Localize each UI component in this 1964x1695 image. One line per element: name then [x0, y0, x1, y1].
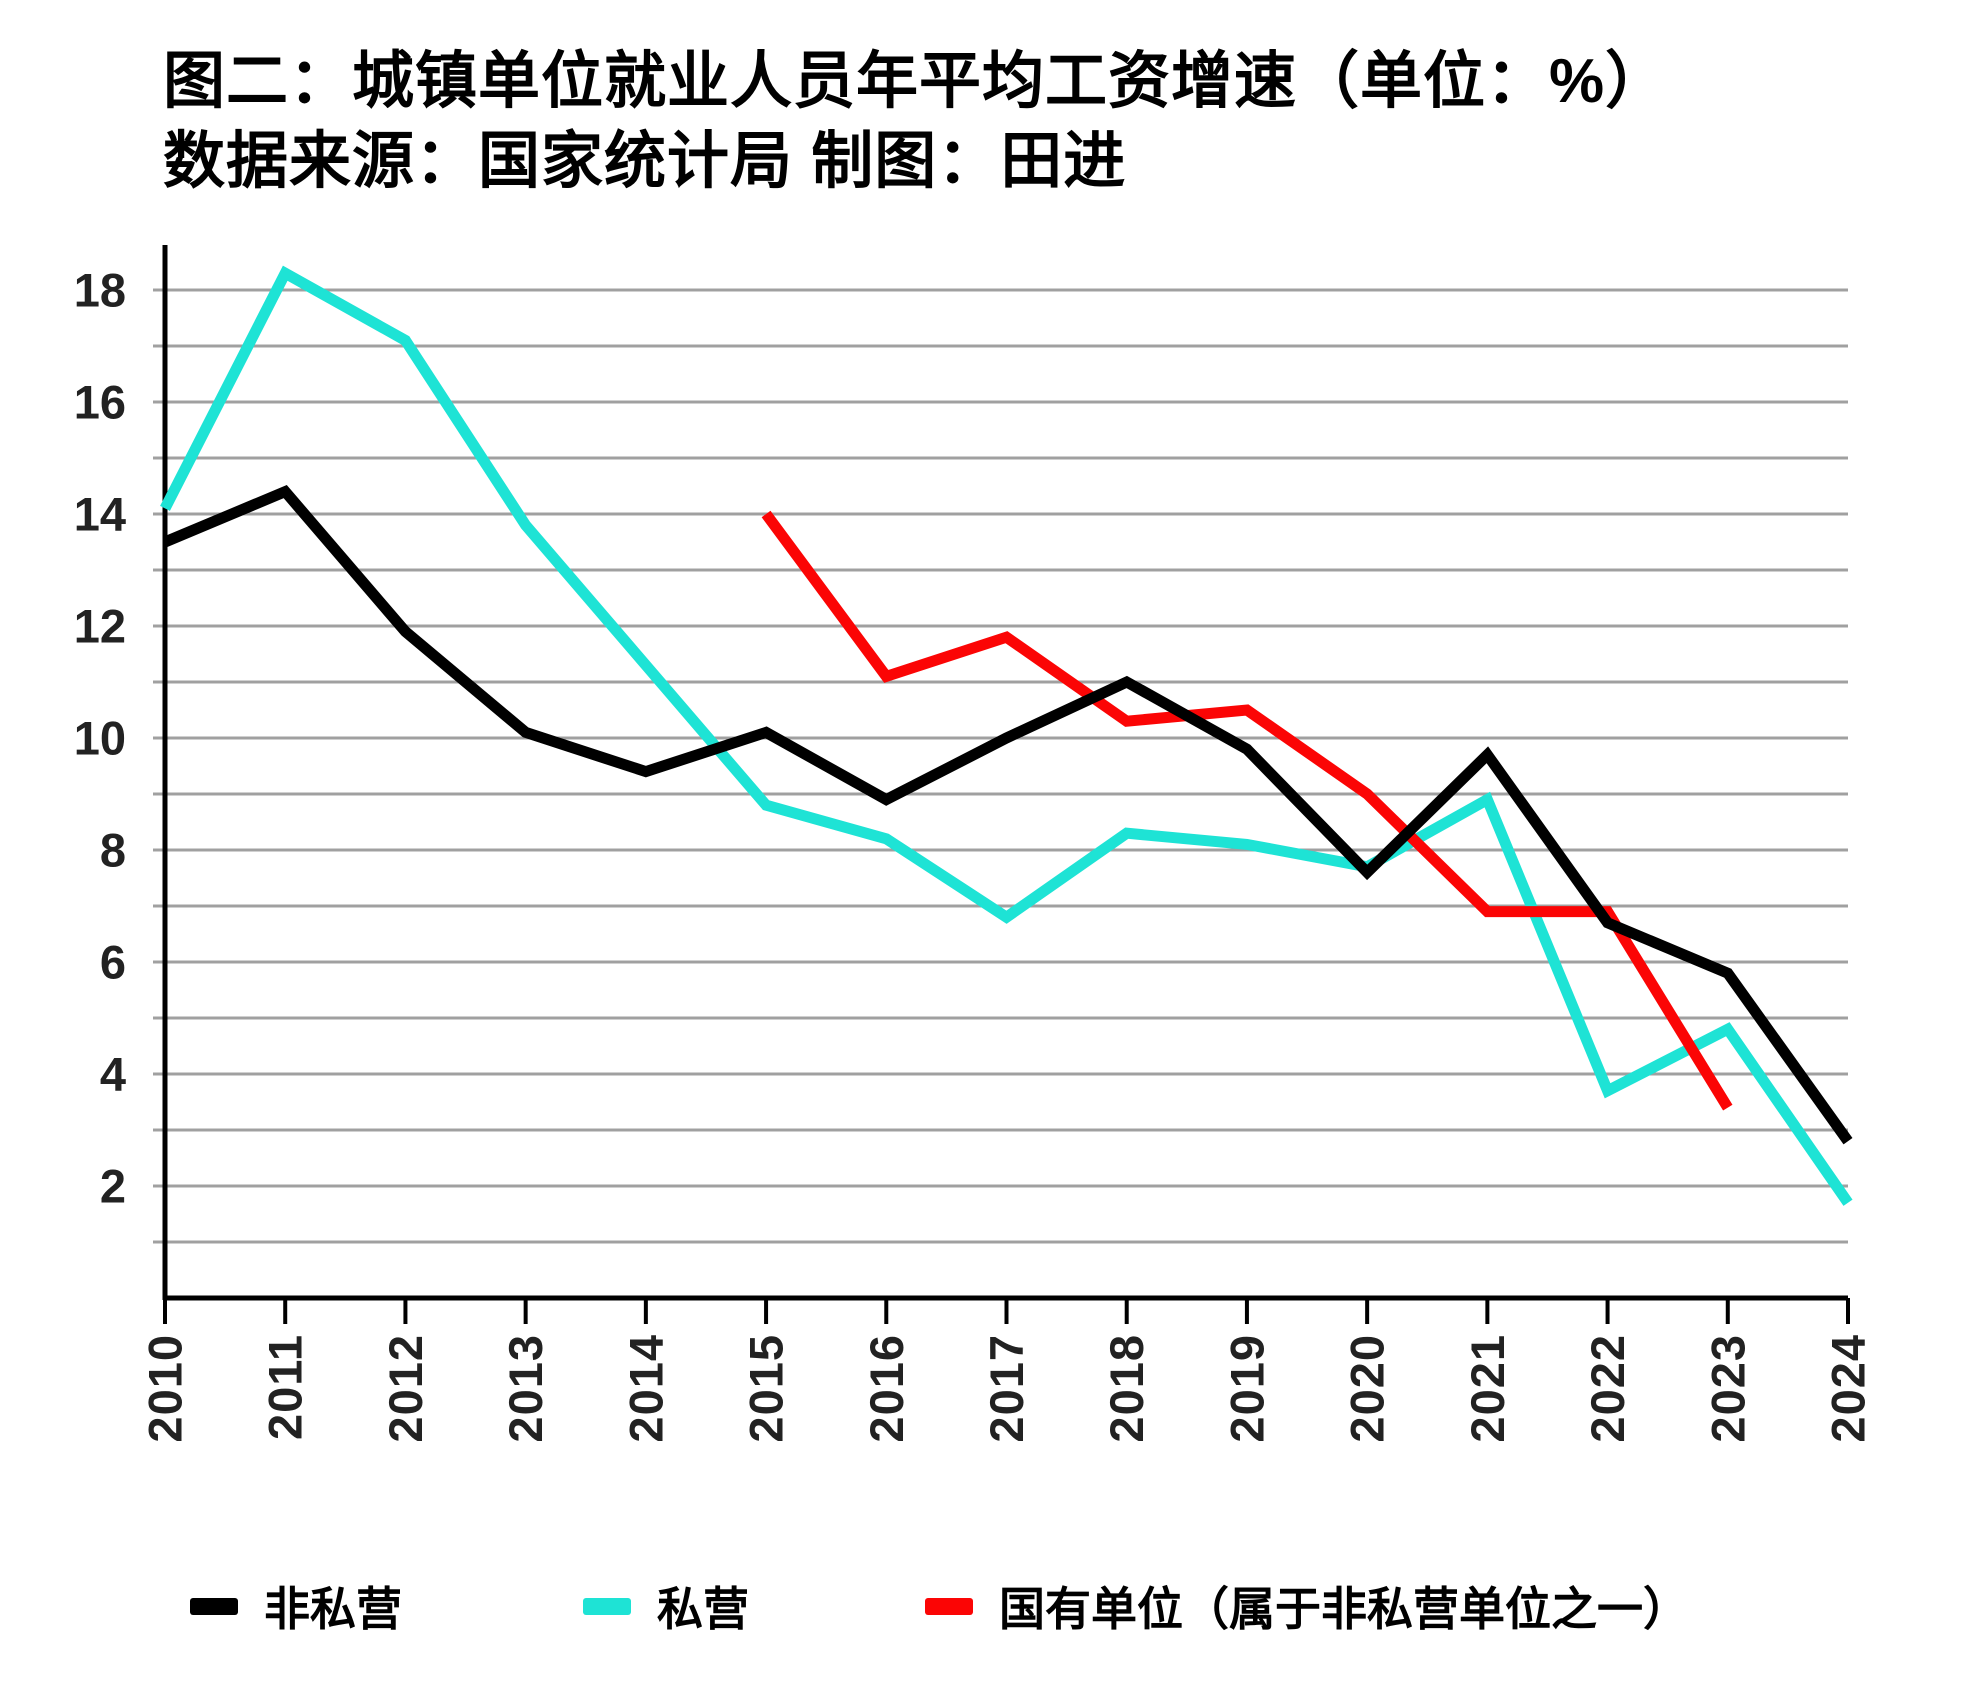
svg-text:2020: 2020 [1341, 1334, 1394, 1443]
svg-text:12: 12 [74, 600, 126, 653]
legend-label-private: 私营 [657, 1583, 749, 1635]
chart-legend: 非私营 私营 国有单位（属于非私营单位之一） [0, 1576, 1964, 1646]
title-block: 图二：城镇单位就业人员年平均工资增速（单位：%） 数据来源：国家统计局 制图：田… [163, 42, 1668, 202]
svg-text:2017: 2017 [980, 1334, 1033, 1443]
legend-item-private: 私营 [583, 1576, 749, 1636]
legend-swatch-state-owned [925, 1597, 973, 1615]
legend-label-non-private: 非私营 [264, 1583, 402, 1635]
svg-text:2: 2 [100, 1160, 126, 1213]
svg-text:2022: 2022 [1581, 1334, 1634, 1443]
legend-item-state-owned: 国有单位（属于非私营单位之一） [925, 1576, 1689, 1636]
svg-text:10: 10 [74, 712, 126, 765]
svg-text:2012: 2012 [379, 1334, 432, 1443]
svg-text:18: 18 [74, 264, 126, 317]
svg-text:2015: 2015 [740, 1334, 793, 1443]
legend-swatch-private [583, 1597, 631, 1615]
svg-text:16: 16 [74, 376, 126, 429]
svg-text:2021: 2021 [1461, 1334, 1514, 1443]
svg-text:2011: 2011 [259, 1334, 312, 1440]
legend-item-non-private: 非私营 [190, 1576, 402, 1636]
svg-text:2013: 2013 [499, 1334, 552, 1443]
chart-title: 图二：城镇单位就业人员年平均工资增速（单位：%） [163, 47, 1669, 116]
svg-text:2016: 2016 [860, 1334, 913, 1443]
legend-swatch-non-private [190, 1597, 238, 1615]
svg-text:8: 8 [100, 824, 126, 877]
svg-text:2019: 2019 [1220, 1334, 1273, 1443]
svg-text:2010: 2010 [139, 1334, 192, 1443]
svg-text:2018: 2018 [1100, 1334, 1153, 1443]
svg-text:14: 14 [74, 488, 126, 541]
chart-subtitle: 数据来源：国家统计局 制图：田进 [163, 127, 1127, 196]
svg-text:2024: 2024 [1822, 1334, 1875, 1443]
svg-text:2014: 2014 [619, 1334, 672, 1443]
svg-text:6: 6 [100, 936, 126, 989]
legend-label-state-owned: 国有单位（属于非私营单位之一） [999, 1583, 1689, 1635]
svg-text:4: 4 [100, 1048, 126, 1101]
svg-text:2023: 2023 [1701, 1334, 1754, 1443]
